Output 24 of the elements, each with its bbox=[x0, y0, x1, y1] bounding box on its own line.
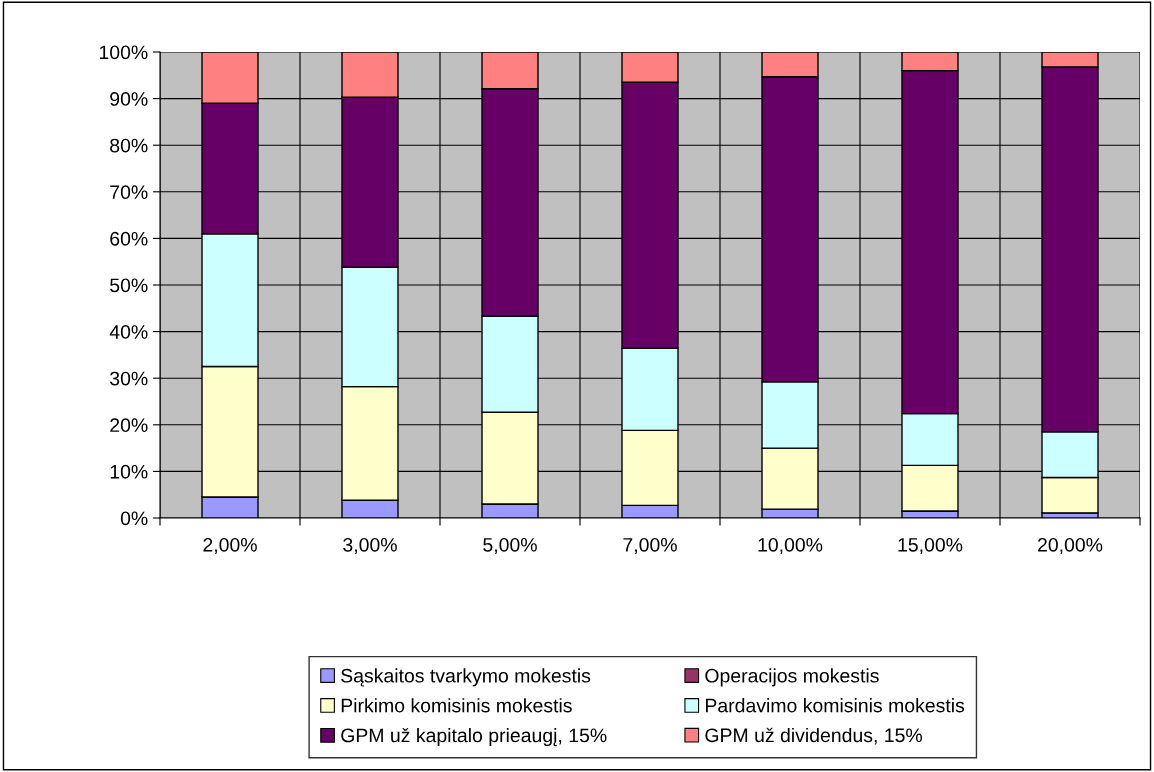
x-tick-label: 15,00% bbox=[898, 537, 963, 555]
y-tick-label: 30% bbox=[110, 371, 148, 386]
y-tick-label: 20% bbox=[110, 418, 148, 433]
y-tick-label: 100% bbox=[99, 45, 148, 60]
x-tick-label: 5,00% bbox=[483, 537, 537, 555]
x-tick-label: 20,00% bbox=[1038, 537, 1103, 555]
legend-label: Operacijos mokestis bbox=[705, 668, 879, 687]
y-tick-label: 10% bbox=[110, 464, 148, 479]
legend-label: Pirkimo komisinis mokestis bbox=[341, 698, 572, 713]
y-tick-label: 60% bbox=[110, 231, 148, 246]
x-tick-label: 10,00% bbox=[758, 537, 823, 555]
x-tick-label: 3,00% bbox=[343, 537, 397, 555]
y-tick-label: 90% bbox=[110, 92, 148, 106]
x-tick-label: 2,00% bbox=[203, 537, 257, 555]
y-tick-label: 50% bbox=[110, 278, 148, 293]
legend-label: Sąskaitos tvarkymo mokestis bbox=[341, 668, 591, 687]
legend-label: GPM už dividendus, 15% bbox=[705, 727, 923, 745]
legend-label: Pardavimo komisinis mokestis bbox=[705, 698, 965, 713]
y-tick-label: 70% bbox=[110, 185, 148, 200]
x-tick-label: 7,00% bbox=[623, 537, 677, 555]
y-tick-label: 80% bbox=[110, 138, 148, 153]
y-tick-label: 40% bbox=[109, 325, 148, 339]
legend-label: GPM už kapitalo prieaugį, 15% bbox=[341, 727, 607, 747]
y-tick-label: 0% bbox=[120, 511, 148, 526]
